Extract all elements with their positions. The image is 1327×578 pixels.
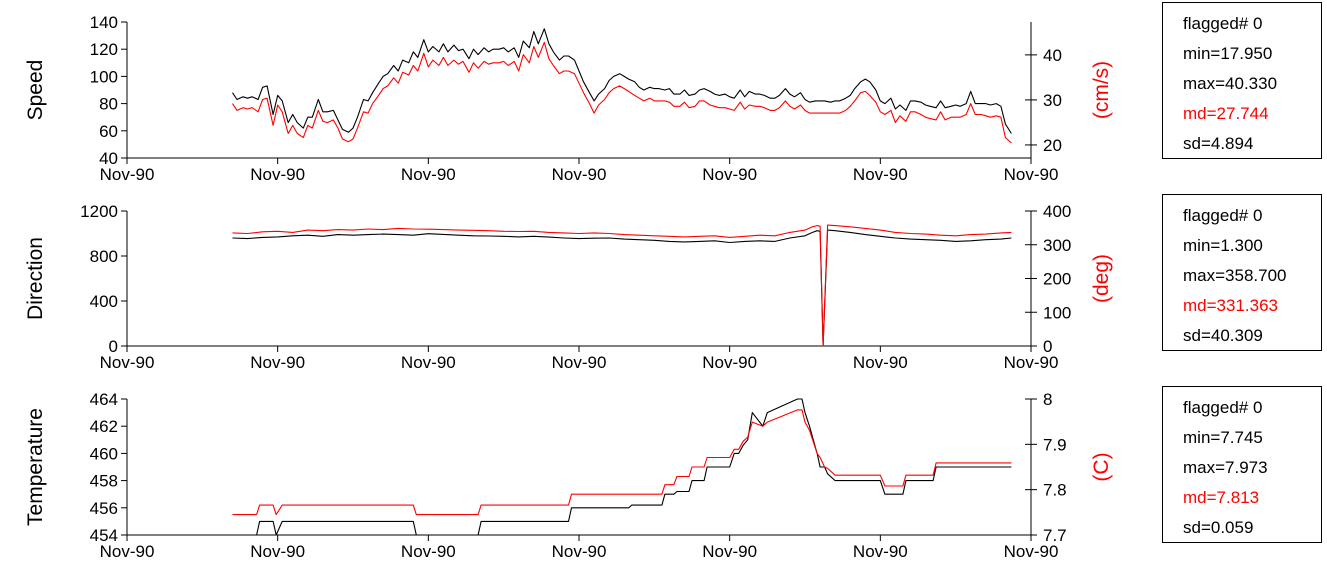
y-tick-label-right: 100 <box>1043 303 1071 322</box>
y-tick-label-right: 7.7 <box>1043 526 1067 545</box>
x-tick-label: Nov-90 <box>401 165 456 184</box>
stat-min: min=17.950 <box>1183 44 1273 63</box>
x-tick-label: Nov-90 <box>401 542 456 561</box>
stat-md: md=331.363 <box>1183 296 1278 315</box>
x-tick-label: Nov-90 <box>401 353 456 372</box>
x-tick-label: Nov-90 <box>552 353 607 372</box>
y-tick-label-right: 8 <box>1043 390 1052 409</box>
x-tick-label: Nov-90 <box>250 542 305 561</box>
y-tick-label-right: 40 <box>1043 46 1062 65</box>
y-tick-label-left: 40 <box>99 149 118 168</box>
y-tick-label-left: 458 <box>90 472 118 491</box>
series-line-black <box>232 398 1012 536</box>
x-tick-label: Nov-90 <box>702 165 757 184</box>
x-tick-label: Nov-90 <box>250 165 305 184</box>
y-axis-label: Speed <box>24 60 47 121</box>
series-line-red <box>232 409 1012 516</box>
stat-md: md=27.744 <box>1183 104 1269 123</box>
stat-min: min=1.300 <box>1183 236 1263 255</box>
y-tick-label-left: 456 <box>90 499 118 518</box>
y-tick-label-left: 60 <box>99 122 118 141</box>
stat-flagged: flagged# 0 <box>1183 206 1263 225</box>
stat-sd: sd=40.309 <box>1183 326 1263 345</box>
y-tick-label-left: 400 <box>90 292 118 311</box>
y-tick-label-left: 1200 <box>80 202 118 221</box>
stats-box-speed: flagged# 0 min=17.950 max=40.330 md=27.7… <box>1162 2 1322 159</box>
y-tick-label-right: 400 <box>1043 202 1071 221</box>
stat-max: max=40.330 <box>1183 74 1278 93</box>
x-tick-label: Nov-90 <box>702 542 757 561</box>
x-tick-label: Nov-90 <box>1004 165 1059 184</box>
x-tick-label: Nov-90 <box>100 542 155 561</box>
y-axis-label-right: (cm/s) <box>1090 61 1113 119</box>
x-tick-label: Nov-90 <box>100 353 155 372</box>
y-tick-label-left: 120 <box>90 40 118 59</box>
y-tick-label-left: 454 <box>90 526 118 545</box>
stat-sd: sd=0.059 <box>1183 518 1254 537</box>
y-tick-label-left: 462 <box>90 417 118 436</box>
y-tick-label-right: 300 <box>1043 236 1071 255</box>
stats-box-temperature: flagged# 0 min=7.745 max=7.973 md=7.813 … <box>1162 386 1322 543</box>
y-tick-label-left: 464 <box>90 390 118 409</box>
y-axis-label: Direction <box>24 237 47 320</box>
y-tick-label-left: 800 <box>90 247 118 266</box>
x-tick-label: Nov-90 <box>1004 353 1059 372</box>
y-axis-label-right: (C) <box>1090 452 1113 481</box>
stats-box-direction: flagged# 0 min=1.300 max=358.700 md=331.… <box>1162 194 1322 351</box>
y-tick-label-left: 460 <box>90 444 118 463</box>
series-line-black <box>232 229 1012 347</box>
y-tick-label-right: 0 <box>1043 337 1052 356</box>
y-tick-label-right: 20 <box>1043 136 1062 155</box>
x-tick-label: Nov-90 <box>702 353 757 372</box>
x-tick-label: Nov-90 <box>250 353 305 372</box>
stat-flagged: flagged# 0 <box>1183 398 1263 417</box>
y-tick-label-right: 7.9 <box>1043 435 1067 454</box>
x-tick-label: Nov-90 <box>1004 542 1059 561</box>
stat-max: max=7.973 <box>1183 458 1268 477</box>
x-tick-label: Nov-90 <box>552 542 607 561</box>
y-tick-label-left: 100 <box>90 67 118 86</box>
stat-sd: sd=4.894 <box>1183 134 1254 153</box>
series-line-red <box>232 224 1012 347</box>
y-tick-label-right: 200 <box>1043 270 1071 289</box>
y-tick-label-left: 80 <box>99 95 118 114</box>
y-tick-label-left: 140 <box>90 13 118 32</box>
y-axis-label: Temperature <box>24 408 47 526</box>
series-line-black <box>232 28 1012 134</box>
stat-md: md=7.813 <box>1183 488 1260 507</box>
series-line-red <box>232 41 1012 144</box>
x-tick-label: Nov-90 <box>100 165 155 184</box>
x-tick-label: Nov-90 <box>552 165 607 184</box>
x-tick-label: Nov-90 <box>853 542 908 561</box>
y-tick-label-left: 0 <box>109 337 118 356</box>
y-tick-label-right: 7.8 <box>1043 481 1067 500</box>
y-axis-label-right: (deg) <box>1090 254 1113 303</box>
x-tick-label: Nov-90 <box>853 165 908 184</box>
stat-max: max=358.700 <box>1183 266 1287 285</box>
y-tick-label-right: 30 <box>1043 91 1062 110</box>
stat-flagged: flagged# 0 <box>1183 14 1263 33</box>
stat-min: min=7.745 <box>1183 428 1263 447</box>
x-tick-label: Nov-90 <box>853 353 908 372</box>
